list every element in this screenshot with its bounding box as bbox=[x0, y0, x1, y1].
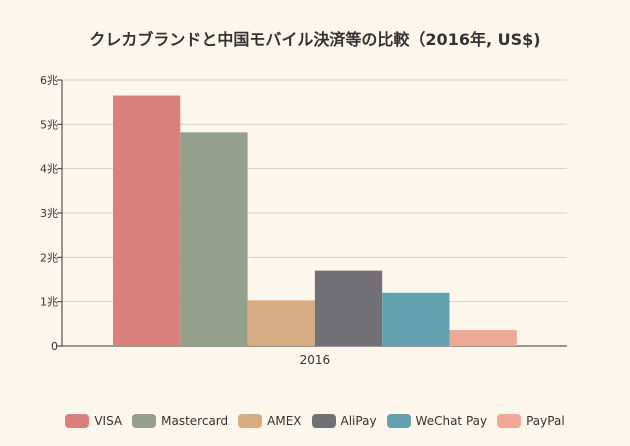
bar-wechat-pay[interactable] bbox=[382, 292, 450, 346]
legend-item[interactable]: PayPal bbox=[497, 414, 565, 428]
y-tick-label: 0 bbox=[51, 340, 58, 353]
legend-swatch bbox=[497, 414, 522, 428]
legend-item[interactable]: AliPay bbox=[311, 414, 377, 428]
legend-swatch bbox=[65, 414, 90, 428]
legend-label: AMEX bbox=[267, 414, 302, 428]
bar-mastercard[interactable] bbox=[180, 132, 248, 346]
bar-amex[interactable] bbox=[247, 300, 315, 346]
bar-paypal[interactable] bbox=[449, 330, 517, 346]
legend-item[interactable]: Mastercard bbox=[132, 414, 228, 428]
legend-label: WeChat Pay bbox=[415, 414, 488, 428]
x-tick-label: 2016 bbox=[300, 353, 331, 367]
legend-label: PayPal bbox=[526, 414, 565, 428]
legend-swatch bbox=[132, 414, 157, 428]
legend-swatch bbox=[386, 414, 411, 428]
legend-label: AliPay bbox=[340, 414, 377, 428]
legend-label: VISA bbox=[94, 414, 123, 428]
y-tick-label: 3兆 bbox=[40, 207, 58, 220]
y-tick-label: 4兆 bbox=[40, 163, 58, 176]
legend-swatch bbox=[311, 414, 336, 428]
legend-swatch bbox=[238, 414, 263, 428]
bar-alipay[interactable] bbox=[314, 270, 383, 346]
legend-item[interactable]: VISA bbox=[65, 414, 122, 428]
y-tick-label: 6兆 bbox=[40, 74, 58, 87]
bar-visa[interactable] bbox=[113, 95, 181, 347]
chart-title: クレカブランドと中国モバイル決済等の比較（2016年, US$) bbox=[89, 30, 541, 49]
chart-legend: VISA Mastercard AMEX AliPay WeChat Pay PayPal bbox=[0, 414, 630, 428]
legend-item[interactable]: AMEX bbox=[238, 414, 302, 428]
y-tick-label: 5兆 bbox=[40, 118, 58, 131]
legend-item[interactable]: WeChat Pay bbox=[386, 414, 488, 428]
legend-label: Mastercard bbox=[161, 414, 229, 428]
y-tick-label: 2兆 bbox=[40, 251, 58, 264]
y-tick-label: 1兆 bbox=[40, 296, 58, 309]
